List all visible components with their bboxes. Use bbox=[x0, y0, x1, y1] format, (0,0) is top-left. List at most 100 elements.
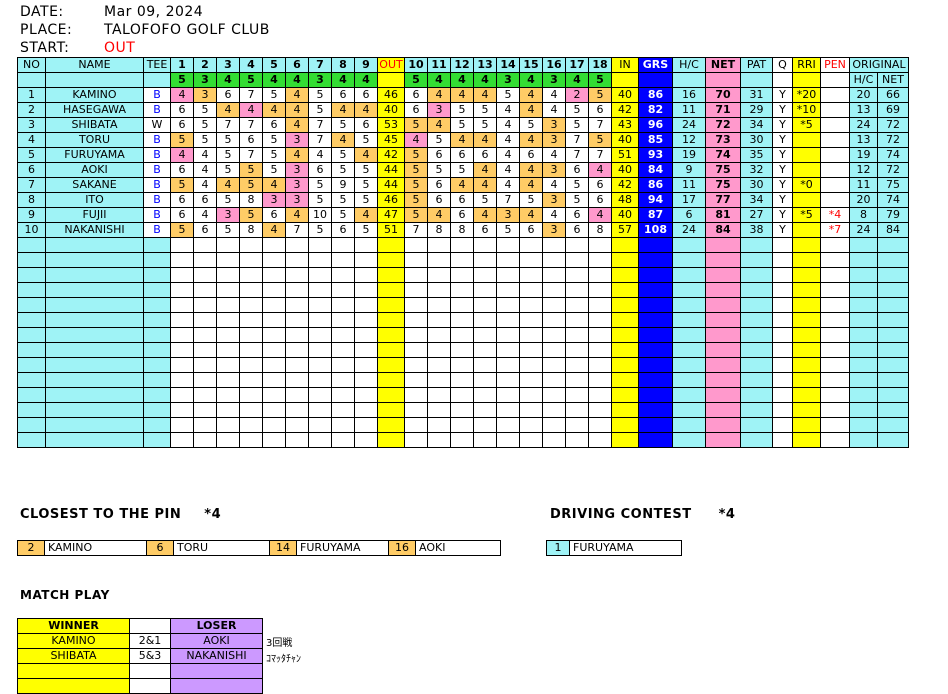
empty-cell bbox=[193, 342, 217, 358]
original-hc: 12 bbox=[849, 162, 878, 178]
gross-score: 87 bbox=[638, 207, 673, 223]
match-score: 5&3 bbox=[129, 648, 171, 664]
empty-cell bbox=[45, 342, 144, 358]
hole-score: 8 bbox=[450, 222, 474, 238]
empty-cell bbox=[740, 372, 773, 388]
empty-cell bbox=[496, 267, 520, 283]
empty-cell bbox=[17, 267, 46, 283]
hole-score: 7 bbox=[239, 147, 263, 163]
empty-cell bbox=[705, 252, 741, 268]
empty-cell bbox=[377, 312, 405, 328]
empty-cell bbox=[170, 312, 194, 328]
empty-row bbox=[17, 432, 909, 448]
hole-score: 4 bbox=[450, 177, 474, 193]
empty-cell bbox=[473, 282, 497, 298]
empty-cell bbox=[354, 297, 378, 313]
hole-score: 5 bbox=[404, 207, 428, 223]
hole-header: 9 bbox=[354, 57, 378, 73]
empty-cell bbox=[17, 297, 46, 313]
empty-cell bbox=[772, 297, 793, 313]
par-value: 4 bbox=[565, 72, 589, 88]
hole-score: 4 bbox=[170, 147, 194, 163]
empty-cell bbox=[638, 387, 673, 403]
empty-cell bbox=[740, 402, 773, 418]
match-note: ｺﾏｯﾀﾁｬﾝ bbox=[266, 654, 301, 665]
closest-name: AOKI bbox=[419, 541, 446, 554]
closest-name: FURUYAMA bbox=[300, 541, 361, 554]
empty-cell bbox=[354, 387, 378, 403]
empty-cell bbox=[331, 432, 355, 448]
hole-score: 4 bbox=[427, 207, 451, 223]
empty-cell bbox=[262, 312, 286, 328]
empty-cell bbox=[588, 402, 612, 418]
col-pen-header: PEN bbox=[820, 57, 850, 73]
empty-cell bbox=[331, 402, 355, 418]
empty-cell bbox=[565, 357, 589, 373]
hole-score: 7 bbox=[308, 132, 332, 148]
putts: 29 bbox=[740, 102, 773, 118]
empty-cell bbox=[565, 387, 589, 403]
par-blank bbox=[638, 72, 673, 88]
empty-cell bbox=[542, 297, 566, 313]
empty-cell bbox=[331, 312, 355, 328]
hole-score: 5 bbox=[354, 177, 378, 193]
start-row: START: OUT bbox=[20, 40, 135, 56]
hole-score: 5 bbox=[473, 117, 497, 133]
empty-cell bbox=[308, 417, 332, 433]
empty-cell bbox=[772, 252, 793, 268]
empty-cell bbox=[542, 387, 566, 403]
hole-score: 3 bbox=[542, 192, 566, 208]
empty-cell bbox=[216, 282, 240, 298]
empty-cell bbox=[262, 387, 286, 403]
empty-cell bbox=[450, 372, 474, 388]
penalty bbox=[820, 117, 850, 133]
rri bbox=[792, 222, 821, 238]
empty-cell bbox=[216, 267, 240, 283]
empty-cell bbox=[216, 252, 240, 268]
player-name: AOKI bbox=[45, 162, 144, 178]
handicap: 9 bbox=[672, 162, 706, 178]
col-in-header: IN bbox=[611, 57, 639, 73]
empty-cell bbox=[308, 237, 332, 253]
gross-score: 94 bbox=[638, 192, 673, 208]
hole-score: 6 bbox=[354, 117, 378, 133]
in-total: 48 bbox=[611, 192, 639, 208]
empty-cell bbox=[170, 342, 194, 358]
empty-cell bbox=[820, 372, 850, 388]
empty-cell bbox=[849, 312, 878, 328]
empty-cell bbox=[473, 267, 497, 283]
empty-cell bbox=[17, 357, 46, 373]
empty-cell bbox=[496, 297, 520, 313]
player-row: 4 TORU B 5 5 5 6 5 3 7 4 5 45 4 5 4 4 4 4 3 7 5 40 85 12 73 30 Y 13 7… bbox=[17, 132, 909, 148]
hole-score: 4 bbox=[354, 147, 378, 163]
hole-score: 5 bbox=[565, 192, 589, 208]
hole-header: 14 bbox=[496, 57, 520, 73]
empty-cell bbox=[262, 417, 286, 433]
empty-cell bbox=[772, 402, 793, 418]
empty-cell bbox=[565, 312, 589, 328]
hole-score: 2 bbox=[565, 87, 589, 103]
empty-cell bbox=[849, 372, 878, 388]
hole-score: 4 bbox=[450, 87, 474, 103]
hole-score: 6 bbox=[473, 147, 497, 163]
hole-score: 4 bbox=[519, 177, 543, 193]
original-net: 72 bbox=[877, 162, 909, 178]
empty-cell bbox=[473, 417, 497, 433]
empty-cell bbox=[450, 387, 474, 403]
hole-score: 6 bbox=[262, 117, 286, 133]
empty-cell bbox=[193, 432, 217, 448]
empty-cell bbox=[354, 357, 378, 373]
empty-cell bbox=[17, 432, 46, 448]
empty-cell bbox=[473, 312, 497, 328]
hole-score: 6 bbox=[262, 207, 286, 223]
hole-score: 5 bbox=[565, 177, 589, 193]
penalty bbox=[820, 132, 850, 148]
empty-cell bbox=[473, 342, 497, 358]
gross-score: 96 bbox=[638, 117, 673, 133]
par-blank bbox=[611, 72, 639, 88]
empty-cell bbox=[354, 372, 378, 388]
player-tee: B bbox=[143, 162, 171, 178]
par-value: 3 bbox=[496, 72, 520, 88]
empty-cell bbox=[672, 282, 706, 298]
empty-cell bbox=[331, 342, 355, 358]
